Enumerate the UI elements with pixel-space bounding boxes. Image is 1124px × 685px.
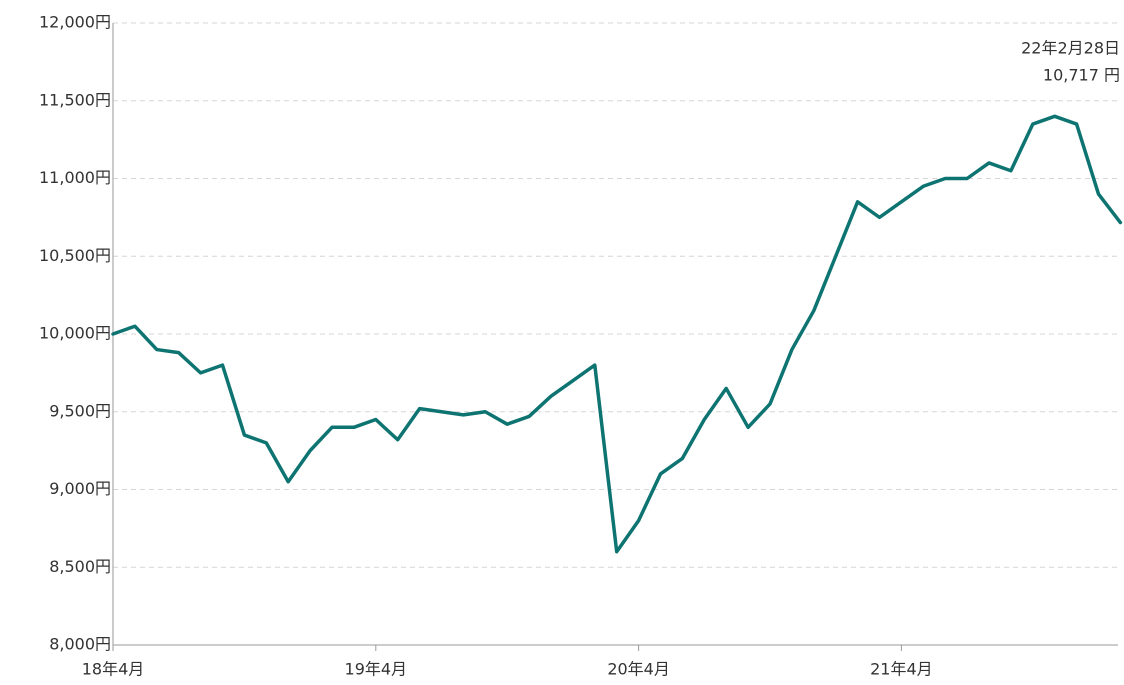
line-series <box>111 114 1123 554</box>
x-tick-label: 18年4月 <box>82 660 145 679</box>
annotation-date: 22年2月28日 <box>1021 39 1120 58</box>
x-tick-label: 21年4月 <box>870 660 933 679</box>
y-tick-label: 8,500円 <box>49 557 111 576</box>
x-tick-label: 19年4月 <box>345 660 408 679</box>
y-tick-label: 9,500円 <box>49 401 111 420</box>
y-tick-label: 11,500円 <box>39 90 111 109</box>
y-tick-label: 11,000円 <box>39 168 111 187</box>
y-tick-label: 10,500円 <box>39 246 111 265</box>
annotation-value: 10,717 円 <box>1043 66 1120 85</box>
y-tick-label: 10,000円 <box>39 324 111 343</box>
y-tick-label: 12,000円 <box>39 13 111 32</box>
y-tick-label: 9,000円 <box>49 479 111 498</box>
y-tick-label: 8,000円 <box>49 635 111 654</box>
x-tick-label: 20年4月 <box>607 660 670 679</box>
